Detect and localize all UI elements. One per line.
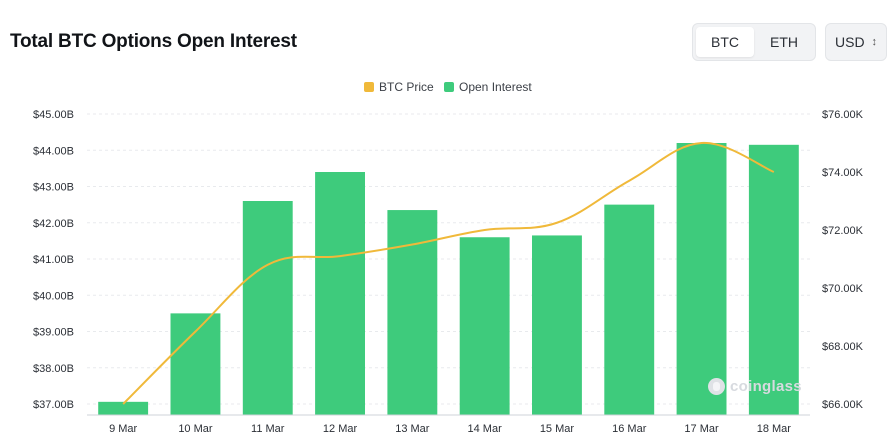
bar-open-interest xyxy=(604,204,655,415)
x-tick-label: 11 Mar xyxy=(251,423,285,435)
watermark: coinglass xyxy=(708,378,802,395)
legend-label-btc-price: BTC Price xyxy=(379,80,434,94)
y-left-tick-label: $38.00B xyxy=(33,363,74,375)
y-right-tick-label: $74.00K xyxy=(822,167,864,179)
x-tick-label: 15 Mar xyxy=(540,423,575,435)
bar-open-interest xyxy=(242,201,293,415)
chart-legend: BTC Price Open Interest xyxy=(0,80,895,96)
page-title: Total BTC Options Open Interest xyxy=(10,31,297,52)
x-tick-label: 13 Mar xyxy=(395,423,430,435)
bar-open-interest xyxy=(170,313,221,415)
legend-item-btc-price[interactable]: BTC Price xyxy=(364,80,434,94)
bar-open-interest xyxy=(532,235,582,415)
tab-eth[interactable]: ETH xyxy=(770,34,798,50)
y-left-tick-label: $45.00B xyxy=(33,109,74,121)
currency-value: USD xyxy=(835,34,865,50)
y-left-tick-label: $44.00B xyxy=(33,145,74,157)
y-right-tick-label: $72.00K xyxy=(822,225,864,237)
y-right-tick-label: $70.00K xyxy=(822,283,864,295)
tab-btc[interactable]: BTC xyxy=(696,27,754,57)
legend-label-open-interest: Open Interest xyxy=(459,80,532,94)
y-left-tick-label: $40.00B xyxy=(33,290,74,302)
watermark-text: coinglass xyxy=(730,378,802,395)
x-tick-label: 9 Mar xyxy=(109,423,137,435)
bar-open-interest xyxy=(98,401,149,415)
x-tick-label: 17 Mar xyxy=(684,423,719,435)
y-right-tick-label: $68.00K xyxy=(822,341,864,353)
y-left-tick-label: $39.00B xyxy=(33,327,74,339)
legend-swatch-btc-price xyxy=(364,82,374,92)
y-left-tick-label: $43.00B xyxy=(33,182,74,194)
bar-open-interest xyxy=(676,143,727,415)
legend-swatch-open-interest xyxy=(444,82,454,92)
legend-item-open-interest[interactable]: Open Interest xyxy=(444,80,532,94)
bar-open-interest xyxy=(459,237,510,415)
chevron-updown-icon: ↕ xyxy=(871,36,878,48)
y-left-tick-label: $42.00B xyxy=(33,218,74,230)
x-tick-label: 18 Mar xyxy=(757,423,792,435)
x-tick-label: 10 Mar xyxy=(178,423,213,435)
line-btc-price xyxy=(122,141,775,405)
coinglass-logo-icon xyxy=(708,378,725,395)
x-tick-label: 16 Mar xyxy=(612,423,647,435)
y-left-tick-label: $37.00B xyxy=(33,399,74,411)
bar-open-interest xyxy=(315,172,365,415)
y-left-tick-label: $41.00B xyxy=(33,254,74,266)
asset-switcher: BTC ETH xyxy=(692,23,816,61)
y-right-tick-label: $66.00K xyxy=(822,399,864,411)
x-tick-label: 12 Mar xyxy=(323,423,358,435)
bar-open-interest xyxy=(748,144,799,415)
currency-select[interactable]: USD ↕ xyxy=(825,23,887,61)
x-tick-label: 14 Mar xyxy=(468,423,503,435)
y-right-tick-label: $76.00K xyxy=(822,109,864,121)
